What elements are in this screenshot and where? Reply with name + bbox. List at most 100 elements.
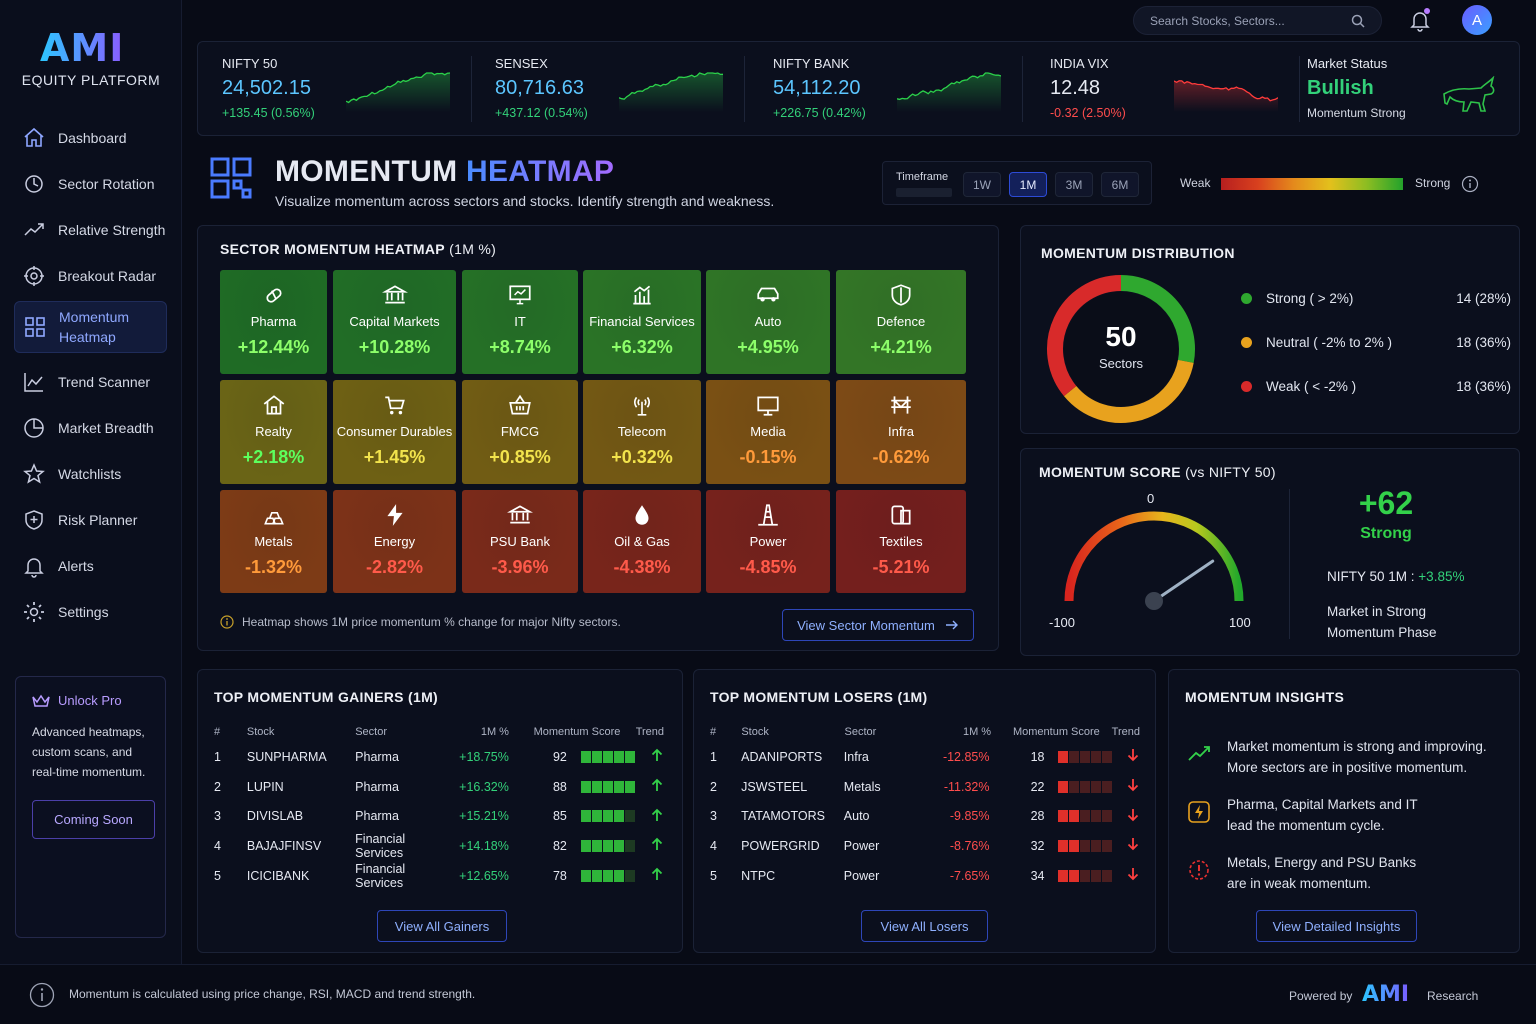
sidebar-item-risk-planner[interactable]: Risk Planner: [14, 497, 167, 543]
insight-text: Market momentum is strong and improving.…: [1227, 739, 1487, 775]
score-bar-segment: [1058, 869, 1069, 882]
row-rank: 1: [214, 749, 221, 764]
ticker-india-vix[interactable]: INDIA VIX 12.48 -0.32 (2.50%): [1050, 56, 1126, 120]
sidebar-item-market-breadth[interactable]: Market Breadth: [14, 405, 167, 451]
column-header: Stock: [246, 726, 275, 738]
view-all-losers-button[interactable]: View All Losers: [861, 910, 988, 942]
sector-tile-metals[interactable]: Metals -1.32%: [220, 490, 327, 593]
ticker-nifty-bank[interactable]: NIFTY BANK 54,112.20 +226.75 (0.42%): [773, 56, 866, 120]
column-header: 1M %: [962, 726, 992, 738]
coming-soon-button[interactable]: Coming Soon: [32, 800, 155, 839]
sparkline-area: [346, 73, 450, 112]
timeframe-3m-button[interactable]: 3M: [1055, 172, 1093, 197]
unlock-pro-title: Unlock Pro: [32, 693, 149, 708]
gainers-title: TOP MOMENTUM GAINERS (1M): [214, 689, 438, 705]
notification-bell-icon[interactable]: [1408, 8, 1432, 32]
sector-value: -2.82%: [365, 557, 424, 577]
stock-sector: Auto: [843, 809, 870, 824]
sector-tile-financial-services[interactable]: Financial Services +6.32%: [583, 270, 701, 374]
sector-tile-fmcg[interactable]: FMCG +0.85%: [462, 380, 578, 484]
stock-sector: Power: [843, 868, 880, 883]
sector-tile-oil-gas[interactable]: Oil & Gas -4.38%: [583, 490, 701, 593]
timeframe-6m-button[interactable]: 6M: [1101, 172, 1139, 197]
sector-tile-consumer-durables[interactable]: Consumer Durables +1.45%: [333, 380, 456, 484]
score-bar-segment: [602, 869, 613, 882]
insight-text: Pharma, Capital Markets and IT lead the …: [1227, 797, 1418, 833]
gear-icon: [22, 600, 46, 624]
sidebar-item-dashboard[interactable]: Dashboard: [14, 115, 167, 161]
table-row[interactable]: 4 BAJAJFINSV Financial Services +14.18% 82: [214, 831, 664, 861]
sector-name: Auto: [754, 314, 782, 329]
chart-icon: [22, 370, 46, 394]
stock-symbol[interactable]: DIVISLAB: [246, 809, 304, 824]
table-row[interactable]: 1 ADANIPORTS Infra -12.85% 18: [710, 742, 1140, 772]
timeframe-selector: Timeframe 1W 1M 3M 6M: [882, 161, 1152, 205]
sector-tile-auto[interactable]: Auto +4.95%: [706, 270, 830, 374]
sidebar-item-sector-rotation[interactable]: Sector Rotation: [14, 161, 167, 207]
timeframe-1w-button[interactable]: 1W: [963, 172, 1001, 197]
momentum-score: 34: [1030, 868, 1045, 883]
score-bar-segment: [1080, 869, 1091, 882]
fabric-icon: [888, 502, 914, 528]
sidebar-item-alerts[interactable]: Alerts: [14, 543, 167, 589]
sidebar-item-relative-strength[interactable]: Relative Strength: [14, 207, 167, 253]
sector-tile-textiles[interactable]: Textiles -5.21%: [836, 490, 966, 593]
stock-symbol[interactable]: ICICIBANK: [246, 868, 310, 883]
sector-tile-psu-bank[interactable]: PSU Bank -3.96%: [462, 490, 578, 593]
table-row[interactable]: 3 DIVISLAB Pharma +15.21% 85: [214, 801, 664, 831]
view-sector-momentum-button[interactable]: View Sector Momentum: [782, 609, 974, 641]
arrow-up-icon: [635, 778, 664, 795]
momentum-score: 28: [1030, 809, 1045, 824]
user-avatar[interactable]: A: [1462, 5, 1492, 35]
table-row[interactable]: 5 ICICIBANK Financial Services +12.65% 78: [214, 861, 664, 891]
app-logo[interactable]: AMI: [40, 26, 125, 70]
heatmap-note-text: Heatmap shows 1M price momentum % change…: [242, 615, 621, 629]
table-row[interactable]: 2 JSWSTEEL Metals -11.32% 22: [710, 772, 1140, 802]
momentum-score: 18: [1030, 749, 1045, 764]
score-bar-segment: [580, 780, 591, 793]
table-row[interactable]: 2 LUPIN Pharma +16.32% 88: [214, 772, 664, 802]
stock-symbol[interactable]: SUNPHARMA: [246, 749, 327, 764]
stock-symbol[interactable]: ADANIPORTS: [741, 749, 823, 764]
table-row[interactable]: 3 TATAMOTORS Auto -9.85% 28: [710, 801, 1140, 831]
sidebar-item-breakout-radar[interactable]: Breakout Radar: [14, 253, 167, 299]
stock-symbol[interactable]: NTPC: [741, 868, 776, 883]
radar-icon: [22, 264, 46, 288]
stock-symbol[interactable]: TATAMOTORS: [741, 809, 825, 824]
table-row[interactable]: 4 POWERGRID Power -8.76% 32: [710, 831, 1140, 861]
sidebar-item-watchlists[interactable]: Watchlists: [14, 451, 167, 497]
table-row[interactable]: 1 SUNPHARMA Pharma +18.75% 92: [214, 742, 664, 772]
sidebar-item-trend-scanner[interactable]: Trend Scanner: [14, 359, 167, 405]
stock-symbol[interactable]: LUPIN: [246, 779, 284, 794]
timeframe-1m-button[interactable]: 1M: [1009, 172, 1047, 197]
sector-tile-it[interactable]: IT +8.74%: [462, 270, 578, 374]
sector-tile-realty[interactable]: Realty +2.18%: [220, 380, 327, 484]
sector-tile-defence[interactable]: Defence +4.21%: [836, 270, 966, 374]
sector-tile-capital-markets[interactable]: Capital Markets +10.28%: [333, 270, 456, 374]
ticker-change: +437.12 (0.54%): [495, 106, 588, 120]
stock-symbol[interactable]: JSWSTEEL: [741, 779, 808, 794]
stock-symbol[interactable]: POWERGRID: [741, 838, 820, 853]
sector-tile-infra[interactable]: Infra -0.62%: [836, 380, 966, 484]
sidebar-item-settings[interactable]: Settings: [14, 589, 167, 635]
sector-tile-power[interactable]: Power -4.85%: [706, 490, 830, 593]
sector-tile-media[interactable]: Media -0.15%: [706, 380, 830, 484]
table-row[interactable]: 5 NTPC Power -7.65% 34: [710, 861, 1140, 891]
sector-tile-pharma[interactable]: Pharma +12.44%: [220, 270, 327, 374]
sector-tile-telecom[interactable]: Telecom +0.32%: [583, 380, 701, 484]
score-bar-segment: [591, 750, 602, 763]
sector-name: Financial Services: [589, 314, 695, 329]
view-all-gainers-button[interactable]: View All Gainers: [377, 910, 507, 942]
sidebar-item-momentum-heatmap[interactable]: Momentum Heatmap: [14, 301, 167, 353]
insight-item: Metals, Energy and PSU Banks are in weak…: [1185, 852, 1416, 894]
stock-symbol[interactable]: BAJAJFINSV: [246, 838, 322, 853]
sector-tile-energy[interactable]: Energy -2.82%: [333, 490, 456, 593]
ticker-name: NIFTY 50: [222, 56, 278, 71]
info-icon[interactable]: [1461, 175, 1479, 193]
search-input[interactable]: Search Stocks, Sectors...: [1133, 6, 1382, 35]
momentum-score-title: MOMENTUM SCORE (vs NIFTY 50): [1039, 464, 1276, 480]
ticker-sensex[interactable]: SENSEX 80,716.63 +437.12 (0.54%): [495, 56, 588, 120]
view-detailed-insights-button[interactable]: View Detailed Insights: [1256, 910, 1417, 942]
ticker-nifty-50[interactable]: NIFTY 50 24,502.15 +135.45 (0.56%): [222, 56, 315, 120]
row-rank: 2: [214, 779, 221, 794]
